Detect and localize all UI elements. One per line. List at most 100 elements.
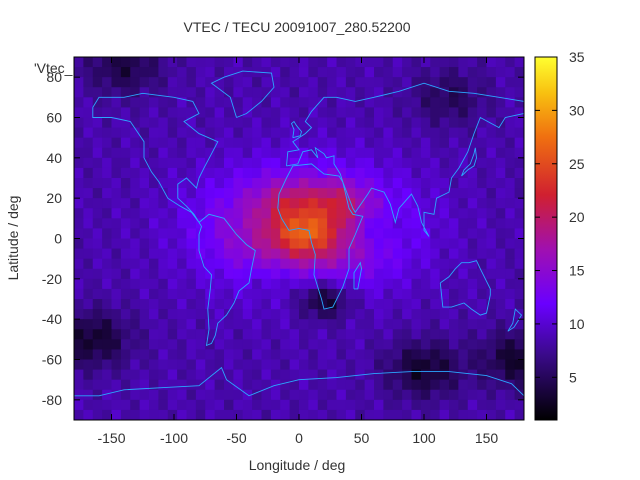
- heatmap-cell: [233, 268, 244, 280]
- heatmap-cell: [477, 299, 488, 310]
- heatmap-cell: [467, 67, 478, 78]
- heatmap-cell: [420, 127, 431, 139]
- heatmap-cell: [167, 258, 178, 270]
- heatmap-cell: [477, 268, 488, 280]
- heatmap-cell: [420, 147, 431, 159]
- heatmap-cell: [477, 409, 488, 421]
- heatmap-cell: [111, 319, 122, 330]
- heatmap-cell: [336, 369, 347, 381]
- heatmap-cell: [224, 379, 234, 391]
- heatmap-cell: [205, 188, 216, 199]
- heatmap-cell: [92, 87, 103, 98]
- heatmap-cell: [402, 288, 413, 300]
- heatmap-cell: [83, 107, 94, 118]
- heatmap-cell: [242, 238, 253, 250]
- heatmap-cell: [364, 399, 375, 411]
- y-tick-label: -80: [42, 392, 62, 408]
- heatmap-cell: [111, 127, 122, 139]
- heatmap-cell: [149, 309, 159, 320]
- heatmap-cell: [214, 309, 225, 320]
- heatmap-cell: [224, 107, 234, 118]
- heatmap-cell: [467, 218, 478, 229]
- heatmap-cell: [467, 399, 478, 411]
- heatmap-cell: [195, 319, 206, 330]
- heatmap-cell: [411, 309, 422, 320]
- heatmap-cell: [495, 228, 506, 239]
- heatmap-cell: [327, 97, 338, 108]
- heatmap-cell: [195, 248, 206, 260]
- heatmap-cell: [364, 339, 375, 350]
- heatmap-cell: [364, 278, 375, 290]
- heatmap-cell: [74, 278, 84, 290]
- heatmap-cell: [111, 339, 122, 350]
- heatmap-cell: [102, 127, 113, 139]
- heatmap-cell: [467, 349, 478, 360]
- heatmap-cell: [299, 349, 309, 360]
- heatmap-cell: [252, 278, 263, 290]
- heatmap-cell: [317, 178, 328, 189]
- heatmap-cell: [402, 339, 413, 350]
- heatmap-cell: [280, 299, 291, 310]
- heatmap-cell: [383, 178, 394, 189]
- heatmap-cell: [149, 399, 159, 411]
- heatmap-cell: [214, 299, 225, 310]
- heatmap-cell: [289, 228, 300, 239]
- heatmap-cell: [120, 339, 131, 350]
- heatmap-cell: [102, 399, 113, 411]
- heatmap-cell: [149, 208, 159, 219]
- heatmap-cell: [486, 369, 497, 381]
- heatmap-cell: [477, 329, 488, 340]
- heatmap-cell: [195, 127, 206, 139]
- heatmap-cell: [205, 127, 216, 139]
- heatmap-cell: [214, 77, 225, 88]
- heatmap-cell: [242, 67, 253, 78]
- heatmap-cell: [195, 218, 206, 229]
- heatmap-cell: [411, 339, 422, 350]
- heatmap-cell: [102, 409, 113, 421]
- heatmap-cell: [74, 208, 84, 219]
- heatmap-cell: [214, 369, 225, 381]
- heatmap-cell: [505, 87, 516, 98]
- heatmap-cell: [130, 147, 141, 159]
- heatmap-cell: [495, 157, 506, 169]
- heatmap-cell: [317, 198, 328, 209]
- heatmap-cell: [242, 319, 253, 330]
- heatmap-cell: [130, 188, 141, 199]
- heatmap-cell: [439, 127, 450, 139]
- heatmap-cell: [486, 278, 497, 290]
- heatmap-cell: [195, 87, 206, 98]
- heatmap-cell: [252, 127, 263, 139]
- heatmap-cell: [458, 278, 469, 290]
- heatmap-cell: [458, 127, 469, 139]
- heatmap-cell: [439, 117, 450, 129]
- heatmap-cell: [242, 409, 253, 421]
- heatmap-cell: [130, 268, 141, 280]
- heatmap-cell: [74, 147, 84, 159]
- heatmap-cell: [270, 409, 281, 421]
- heatmap-cell: [345, 359, 356, 371]
- heatmap-cell: [495, 127, 506, 139]
- heatmap-cell: [83, 389, 94, 401]
- heatmap-cell: [327, 238, 338, 250]
- heatmap-cell: [195, 157, 206, 169]
- heatmap-cell: [430, 228, 441, 239]
- heatmap-cell: [242, 379, 253, 391]
- heatmap-cell: [102, 67, 113, 78]
- heatmap-cell: [308, 359, 319, 371]
- heatmap-cell: [74, 309, 84, 320]
- heatmap-cell: [336, 208, 347, 219]
- heatmap-cell: [336, 218, 347, 229]
- heatmap-cell: [83, 97, 94, 108]
- heatmap-cell: [186, 198, 197, 209]
- heatmap-cell: [233, 399, 244, 411]
- heatmap-cell: [449, 107, 459, 118]
- heatmap-cell: [308, 77, 319, 88]
- heatmap-cell: [514, 107, 525, 118]
- heatmap-cell: [505, 97, 516, 108]
- heatmap-cell: [158, 248, 169, 260]
- heatmap-cell: [336, 399, 347, 411]
- colorbar: [534, 56, 558, 421]
- heatmap-cell: [299, 369, 309, 381]
- heatmap-cell: [261, 248, 272, 260]
- heatmap-cell: [374, 97, 384, 108]
